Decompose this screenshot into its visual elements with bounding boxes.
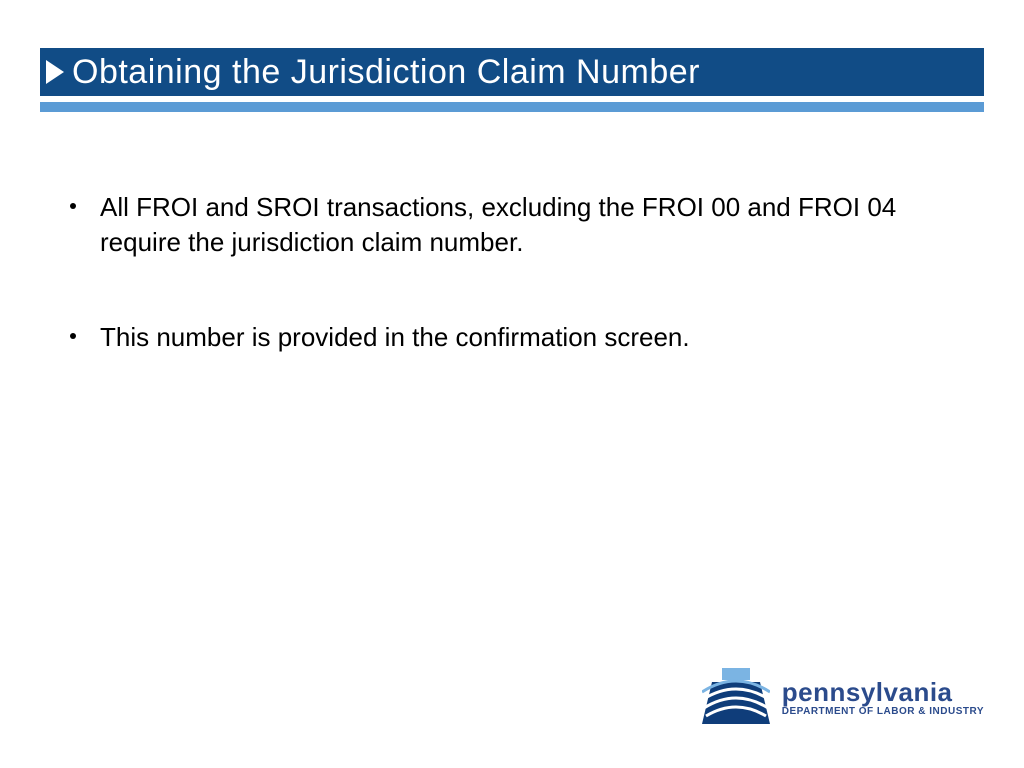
logo-text: pennsylvania DEPARTMENT OF LABOR & INDUS…: [782, 679, 984, 717]
slide-header: Obtaining the Jurisdiction Claim Number: [40, 48, 984, 112]
title-bar: Obtaining the Jurisdiction Claim Number: [40, 48, 984, 96]
footer-logo: pennsylvania DEPARTMENT OF LABOR & INDUS…: [702, 668, 984, 728]
bullet-icon: [70, 203, 76, 209]
logo-sub-text: DEPARTMENT OF LABOR & INDUSTRY: [782, 707, 984, 717]
list-item: This number is provided in the confirmat…: [70, 320, 954, 355]
title-underline: [40, 102, 984, 112]
bullet-icon: [70, 333, 76, 339]
bullet-text: This number is provided in the confirmat…: [100, 320, 690, 355]
keystone-icon: [702, 668, 770, 728]
slide-title: Obtaining the Jurisdiction Claim Number: [72, 53, 700, 92]
slide-content: All FROI and SROI transactions, excludin…: [70, 190, 954, 415]
logo-main-text: pennsylvania: [782, 679, 984, 705]
list-item: All FROI and SROI transactions, excludin…: [70, 190, 954, 260]
bullet-list: All FROI and SROI transactions, excludin…: [70, 190, 954, 355]
bullet-text: All FROI and SROI transactions, excludin…: [100, 190, 954, 260]
title-arrow-icon: [46, 60, 64, 84]
